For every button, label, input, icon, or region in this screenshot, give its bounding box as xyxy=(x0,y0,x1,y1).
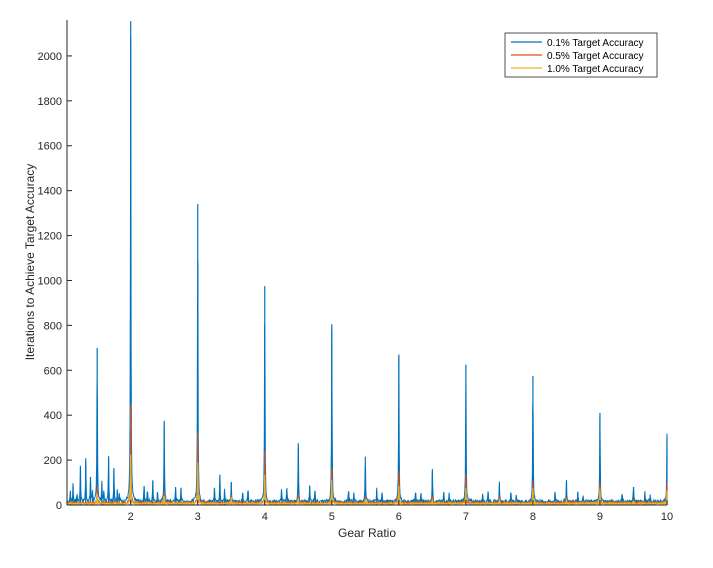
x-tick-label-5: 7 xyxy=(463,511,469,523)
y-tick-label-2: 400 xyxy=(44,410,62,422)
x-tick-label-4: 6 xyxy=(396,511,402,523)
x-axis-title: Gear Ratio xyxy=(338,526,396,540)
x-tick-label-8: 10 xyxy=(661,511,673,523)
axis-layer: 2 3 4 5 6 7 8 9 10 0 200 400 600 800 1000 1200 1400 1600 1… xyxy=(38,20,673,523)
legend-label-1: 0.5% Target Accuracy xyxy=(547,51,644,62)
y-axis-title: Iterations to Achieve Target Accuracy xyxy=(23,164,37,361)
y-tick-label-1: 200 xyxy=(44,455,62,467)
y-tick-label-8: 1600 xyxy=(38,141,62,153)
legend-label-2: 1.0% Target Accuracy xyxy=(547,64,644,75)
x-tick-label-3: 5 xyxy=(329,511,335,523)
y-tick-label-9: 1800 xyxy=(38,96,62,108)
y-tick-label-5: 1000 xyxy=(38,275,62,287)
series-layer xyxy=(66,21,668,507)
y-tick-label-0: 0 xyxy=(56,500,62,512)
y-tick-label-4: 800 xyxy=(44,320,62,332)
y-tick-label-10: 2000 xyxy=(38,51,62,63)
x-tick-label-0: 2 xyxy=(128,511,134,523)
x-tick-label-6: 8 xyxy=(530,511,536,523)
y-tick-label-6: 1200 xyxy=(38,231,62,243)
x-tick-label-2: 4 xyxy=(262,511,268,523)
legend-label-0: 0.1% Target Accuracy xyxy=(547,38,644,49)
x-tick-label-1: 3 xyxy=(195,511,201,523)
plot-area-background xyxy=(67,20,667,505)
x-tick-label-7: 9 xyxy=(597,511,603,523)
legend: 0.1% Target Accuracy 0.5% Target Accurac… xyxy=(504,32,658,78)
y-tick-label-3: 600 xyxy=(44,365,62,377)
y-tick-label-7: 1400 xyxy=(38,186,62,198)
